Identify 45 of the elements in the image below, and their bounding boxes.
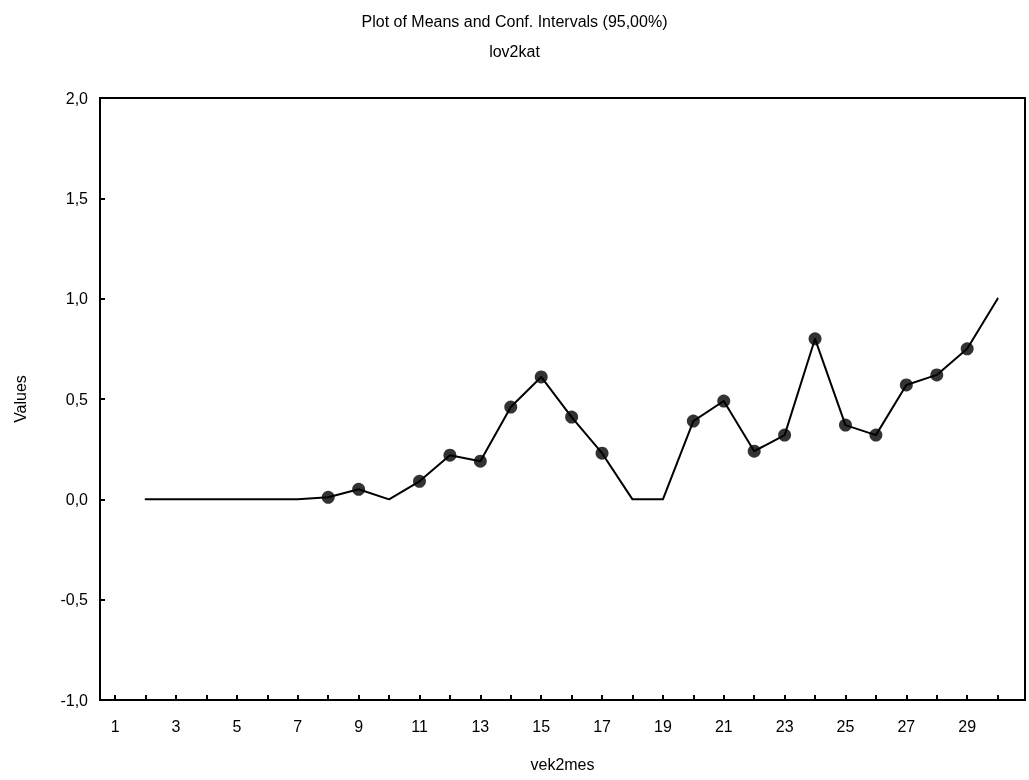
point — [595, 446, 609, 460]
y-axis-title: Values — [11, 375, 29, 423]
point — [504, 400, 518, 414]
x-tick-label: 11 — [411, 717, 428, 735]
point — [747, 444, 761, 458]
point — [717, 394, 731, 408]
y-tick-label: 0,5 — [65, 390, 89, 408]
y-tick-label: 2,0 — [65, 89, 89, 107]
y-tick-label: -1,0 — [60, 691, 89, 709]
point — [838, 418, 852, 432]
x-tick-label: 5 — [232, 717, 242, 735]
x-tick-label: 29 — [958, 717, 977, 735]
point — [473, 454, 487, 468]
point — [413, 474, 426, 488]
x-axis-title: vek2mes — [530, 755, 595, 773]
point — [899, 378, 913, 392]
chart-title: Plot of Means and Conf. Intervals (95,00%) — [361, 12, 668, 30]
point — [686, 414, 700, 428]
point — [960, 342, 974, 356]
x-tick-label: 1 — [110, 717, 120, 735]
point — [321, 490, 335, 504]
x-tick-label: 21 — [714, 717, 733, 735]
point — [534, 370, 548, 384]
x-tick-label: 23 — [775, 717, 794, 735]
point — [352, 482, 366, 496]
point — [808, 332, 822, 346]
chart-subtitle: lov2kat — [489, 42, 541, 60]
x-tick-label: 27 — [897, 717, 916, 735]
point — [778, 428, 792, 442]
y-tick-label: 1,5 — [65, 189, 89, 207]
x-tick-label: 9 — [354, 717, 364, 735]
point — [443, 448, 457, 462]
x-tick-label: 7 — [293, 717, 303, 735]
y-tick-label: -0,5 — [60, 591, 89, 609]
x-tick-label: 19 — [654, 717, 672, 735]
x-tick-label: 25 — [836, 717, 855, 735]
y-tick-label: 1,0 — [65, 290, 89, 308]
point — [869, 428, 883, 442]
x-tick-label: 17 — [593, 717, 612, 735]
point — [930, 368, 944, 382]
x-tick-label: 3 — [171, 717, 181, 735]
point — [565, 410, 579, 424]
x-tick-label: 15 — [532, 717, 551, 735]
x-tick-label: 13 — [471, 717, 490, 735]
y-tick-label: 0,0 — [65, 490, 89, 508]
